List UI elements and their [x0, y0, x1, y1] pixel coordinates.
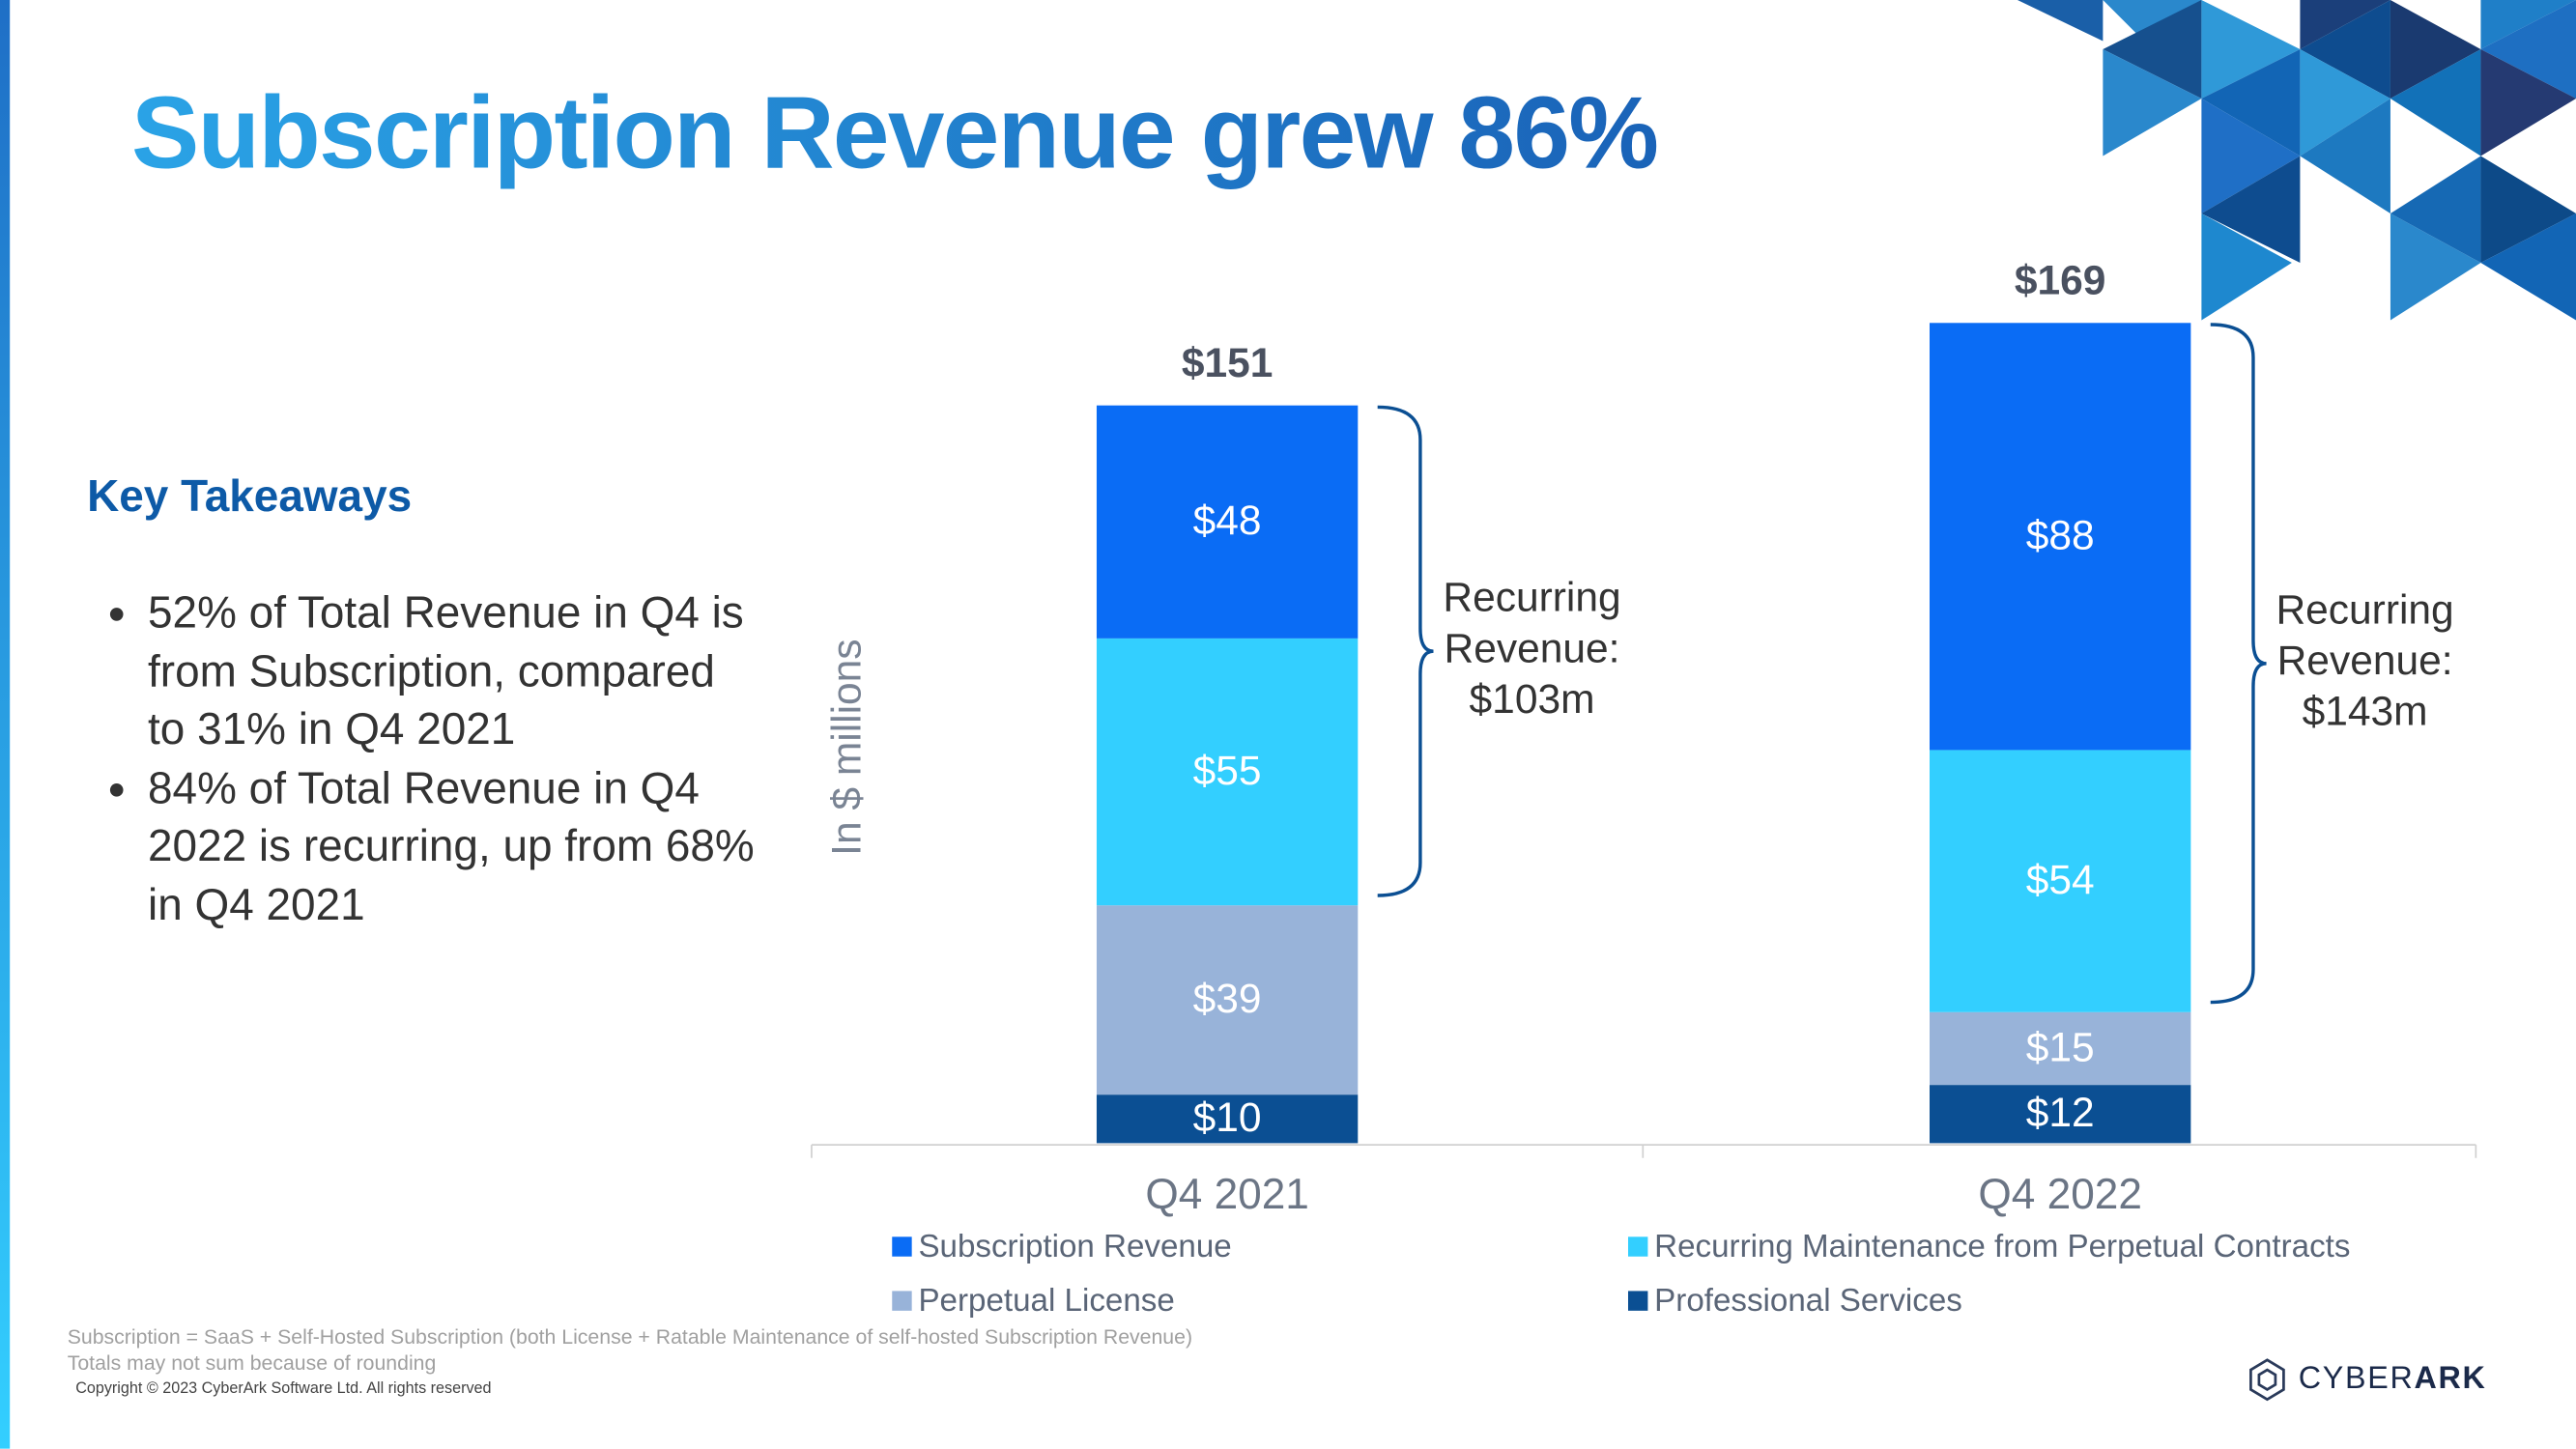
annotation: Revenue: [1445, 626, 1620, 671]
x-tick-label: Q4 2022 [1978, 1171, 2142, 1218]
takeaway: 52% of Total Revenue in Q4 is from Subsc… [148, 584, 756, 759]
legend-swatch [892, 1236, 912, 1257]
legend-swatch [1627, 1291, 1648, 1311]
data-label: $54 [2026, 858, 2095, 903]
side-strip [0, 0, 11, 1449]
y-axis-label: In $ millions [824, 639, 870, 855]
data-label: $55 [1193, 749, 1262, 794]
bar-segment [1096, 905, 1359, 1095]
total-label: $169 [2015, 259, 2106, 304]
x-tick-label: Q4 2021 [1145, 1171, 1309, 1218]
logo-mark [2249, 1358, 2285, 1402]
copyright: Copyright © 2023 CyberArk Software Ltd. … [75, 1379, 492, 1398]
logo-text: CYBERARK [2299, 1360, 2487, 1395]
bar-segment [1096, 1094, 1359, 1144]
footnote: Totals may not sum because of rounding [67, 1351, 437, 1376]
bar-segment [1096, 405, 1359, 639]
legend-label: Perpetual License [918, 1283, 1174, 1319]
legend-label: Recurring Maintenance from Perpetual Con… [1654, 1229, 2350, 1264]
data-label: $48 [1193, 498, 1262, 544]
annotation: $103m [1470, 677, 1595, 723]
total-label: $151 [1182, 341, 1274, 386]
takeaways-list: 52% of Total Revenue in Q4 is from Subsc… [85, 584, 756, 934]
title: Subscription Revenue grew 86% [131, 76, 1659, 191]
legend-label: Subscription Revenue [918, 1229, 1231, 1264]
brace [2210, 323, 2267, 1005]
takeaways-heading: Key Takeaways [87, 470, 413, 521]
legend-swatch [1627, 1236, 1648, 1257]
data-label: $88 [2026, 513, 2095, 558]
logo-bold: ARK [2415, 1360, 2487, 1395]
logo-light: CYBER [2299, 1360, 2415, 1395]
decor-triangles [2017, 0, 2576, 321]
footnote: Subscription = SaaS + Self-Hosted Subscr… [67, 1325, 1193, 1349]
data-label: $15 [2026, 1025, 2095, 1070]
annotation: Recurring [1443, 576, 1620, 621]
takeaway: 84% of Total Revenue in Q4 2022 is recur… [148, 759, 756, 934]
bar-segment [1930, 323, 2191, 751]
annotation: $143m [2303, 690, 2428, 735]
bar-segment [1930, 1085, 2191, 1144]
bar-segment [1930, 1011, 2191, 1086]
data-label: $10 [1193, 1095, 1262, 1141]
legend-swatch [892, 1291, 912, 1311]
bar-segment [1930, 750, 2191, 1012]
annotation: Recurring [2275, 587, 2453, 633]
data-label: $12 [2026, 1091, 2095, 1136]
bar-segment [1096, 638, 1359, 906]
legend-label: Professional Services [1654, 1283, 1962, 1319]
data-label: $39 [1193, 977, 1262, 1022]
brace [1377, 405, 1434, 897]
logo: CYBERARK [2249, 1358, 2487, 1402]
annotation: Revenue: [2277, 639, 2453, 684]
